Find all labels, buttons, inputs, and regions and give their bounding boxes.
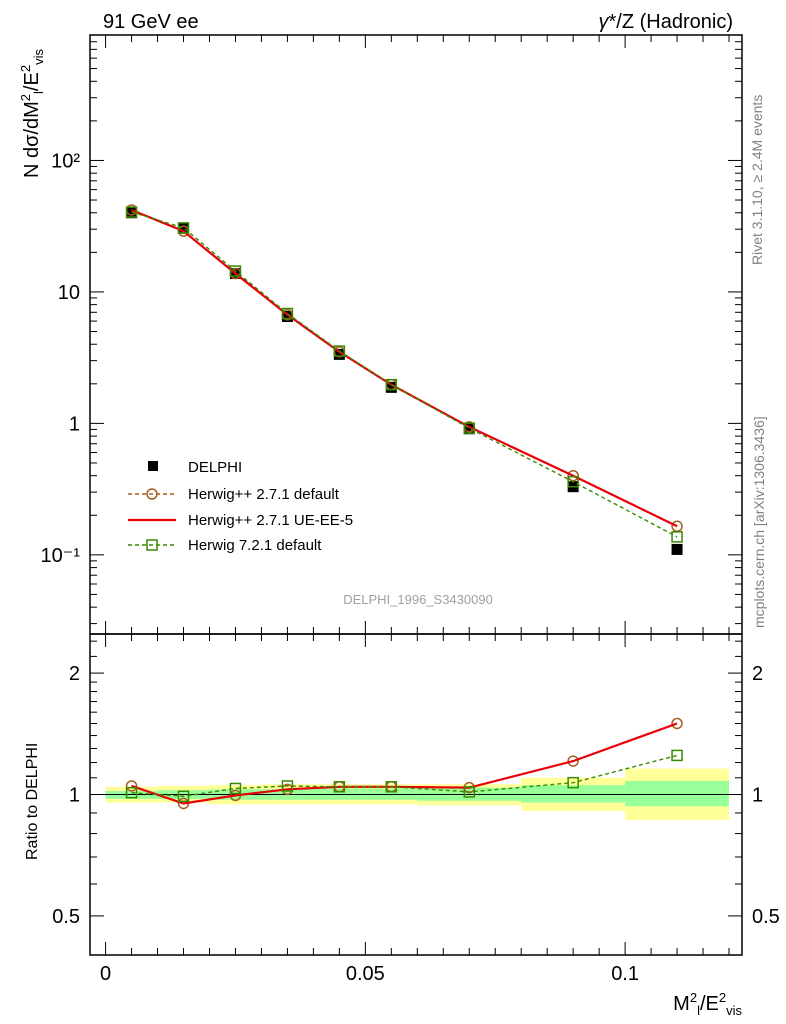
mcplots-label: mcplots.cern.ch [arXiv:1306.3436] <box>751 416 767 628</box>
main-series-1-line <box>131 209 678 527</box>
ratio-series-2-point <box>463 786 476 798</box>
ratio-series-0-point <box>125 780 138 792</box>
x-tick-label: 0.1 <box>611 963 639 985</box>
ratio-y-tick-label-right: 0.5 <box>752 906 780 928</box>
x-tick-label: 0 <box>100 963 111 985</box>
main-series-0-point <box>385 381 397 393</box>
ratio-band-inner <box>521 785 626 803</box>
header-right-gamma: γ <box>599 11 610 33</box>
main-y-tick-label: 10⁻¹ <box>41 545 81 567</box>
axes-frames: 0 0.05 0.1 10⁻¹ 1 10 10² 0.5 0.5 1 1 2 2 <box>41 34 780 985</box>
ratio-series-0-point <box>567 755 579 767</box>
ratio-series-2-point <box>281 780 294 792</box>
main-series-3-point <box>125 206 138 218</box>
header-left: 91 GeV ee <box>103 11 199 33</box>
ratio-series-1-line <box>131 722 678 805</box>
main-series-3-point <box>333 345 346 357</box>
ratio-y-tick-label: 1 <box>69 785 80 807</box>
ratio-series-2-point <box>125 787 138 799</box>
main-y-tick-label: 10 <box>58 282 80 304</box>
legend-label-delphi: DELPHI <box>188 459 242 476</box>
main-series-1-point <box>567 469 579 482</box>
legend: DELPHI Herwig++ 2.7.1 default Herwig++ 2… <box>128 459 353 554</box>
ratio-y-tick-label-right: 2 <box>752 663 763 685</box>
main-series-3-point <box>229 265 242 277</box>
legend-label-herwigpp-ueee5: Herwig++ 2.7.1 UE-EE-5 <box>188 512 353 529</box>
legend-label-herwigpp-default: Herwig++ 2.7.1 default <box>188 486 340 503</box>
ratio-panel <box>90 717 742 820</box>
main-series-0-point <box>281 311 293 323</box>
main-series-3-line <box>131 211 678 538</box>
main-series-0-point <box>333 348 345 360</box>
ratio-y-tick-label: 2 <box>69 663 80 685</box>
legend-label-herwig7: Herwig 7.2.1 default <box>188 537 322 554</box>
ratio-series-2-point <box>177 790 190 803</box>
legend-marker-herwig7 <box>146 539 158 551</box>
main-y-tick-label: 10² <box>51 150 80 172</box>
legend-marker-herwigpp-default <box>146 488 158 500</box>
ratio-band-inner <box>625 781 730 807</box>
ratio-series-2-point <box>229 782 242 795</box>
ratio-series-2-point <box>385 781 398 793</box>
ratio-series-2-point <box>333 781 346 793</box>
main-series-2-line <box>131 208 678 528</box>
main-series-3-point <box>281 307 294 320</box>
header-right: γ*/Z (Hadronic) <box>599 11 733 33</box>
ratio-y-tick-label-right: 1 <box>752 785 763 807</box>
main-series-0-point <box>671 543 683 555</box>
main-series-3-point <box>567 475 579 488</box>
ratio-series-0-point <box>671 717 683 730</box>
watermark: DELPHI_1996_S3430090 <box>343 592 493 607</box>
main-series-3-point <box>177 222 190 234</box>
main-y-tick-label: 1 <box>69 413 80 435</box>
main-series-3-point <box>385 378 398 391</box>
rivet-label: Rivet 3.1.10, ≥ 2.4M events <box>749 95 765 265</box>
main-series-3-point <box>671 531 683 543</box>
main-series-0-point <box>178 222 190 234</box>
header-right-rest: */Z (Hadronic) <box>609 11 733 33</box>
ratio-y-tick-label: 0.5 <box>52 906 80 928</box>
main-series-3-point <box>463 422 476 434</box>
main-series-0-point <box>463 423 475 435</box>
legend-marker-delphi <box>148 461 158 471</box>
ratio-series-2-line <box>131 754 678 797</box>
ratio-series-2-point <box>567 776 579 789</box>
main-ylabel: N dσ/dM2l/E2vis <box>18 49 46 178</box>
main-panel: 0 0.05 0.1 10⁻¹ 1 10 10² 0.5 0.5 1 1 2 2 <box>41 34 780 985</box>
ratio-ylabel: Ratio to DELPHI <box>24 743 41 860</box>
ratio-series-2-point <box>671 749 683 762</box>
x-tick-label: 0.05 <box>346 963 385 985</box>
xlabel: M2l/E2vis <box>673 990 742 1018</box>
